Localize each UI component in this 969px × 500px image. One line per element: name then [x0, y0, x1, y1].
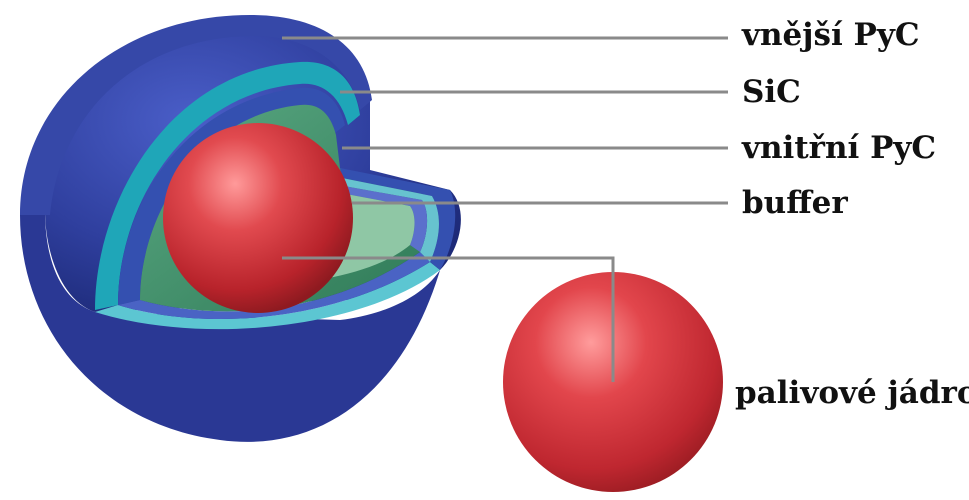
leader-line-kernel — [282, 256, 615, 382]
label-buffer: buffer — [742, 185, 848, 221]
label-kernel: palivové jádro — [735, 375, 969, 411]
kernel-sphere-inside — [163, 123, 353, 313]
buffer-cut-face — [340, 168, 456, 270]
sic-layer-floor — [95, 262, 440, 330]
label-inner-pyc: vnitřní PyC — [742, 130, 937, 166]
label-outer-pyc: vnější PyC — [742, 17, 920, 53]
sic-layer — [95, 61, 360, 310]
label-sic: SiC — [742, 74, 801, 110]
leader-lines — [282, 36, 728, 382]
inner-pyc-floor — [118, 252, 430, 320]
outer-pyc-rim — [20, 15, 372, 215]
inner-pyc-layer — [118, 87, 345, 306]
sic-cut-face — [342, 178, 439, 262]
